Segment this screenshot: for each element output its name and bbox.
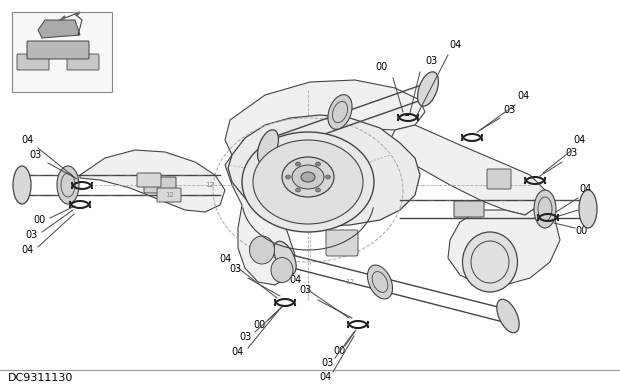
Ellipse shape xyxy=(316,188,321,192)
Text: 04: 04 xyxy=(219,254,231,264)
Ellipse shape xyxy=(271,257,293,283)
FancyBboxPatch shape xyxy=(326,230,358,256)
Text: 12: 12 xyxy=(206,182,215,188)
FancyBboxPatch shape xyxy=(27,41,89,59)
Ellipse shape xyxy=(296,188,301,192)
Text: 03: 03 xyxy=(580,205,592,215)
Ellipse shape xyxy=(497,299,519,333)
Ellipse shape xyxy=(316,162,321,166)
Text: 03: 03 xyxy=(30,150,42,160)
Ellipse shape xyxy=(13,166,31,204)
Text: 04: 04 xyxy=(580,184,592,194)
Ellipse shape xyxy=(282,157,334,197)
Ellipse shape xyxy=(301,172,315,182)
Ellipse shape xyxy=(579,190,597,228)
Polygon shape xyxy=(228,115,420,226)
Text: 00: 00 xyxy=(376,62,388,72)
Polygon shape xyxy=(75,12,80,16)
Text: 03: 03 xyxy=(229,264,241,274)
Ellipse shape xyxy=(292,165,324,189)
FancyBboxPatch shape xyxy=(487,169,511,189)
Ellipse shape xyxy=(417,72,438,106)
FancyBboxPatch shape xyxy=(137,173,161,187)
FancyBboxPatch shape xyxy=(67,54,99,70)
Ellipse shape xyxy=(249,236,275,264)
Text: 04: 04 xyxy=(449,40,461,50)
Text: 00: 00 xyxy=(33,215,45,225)
Polygon shape xyxy=(390,125,545,215)
Text: 00: 00 xyxy=(334,346,346,356)
Text: 00: 00 xyxy=(576,226,588,236)
Ellipse shape xyxy=(242,132,374,232)
Text: 03: 03 xyxy=(322,358,334,368)
Text: 04: 04 xyxy=(517,91,529,101)
FancyBboxPatch shape xyxy=(144,177,176,193)
Ellipse shape xyxy=(253,140,363,224)
Polygon shape xyxy=(225,80,425,168)
Text: 04: 04 xyxy=(290,275,302,285)
Text: 03: 03 xyxy=(299,285,311,295)
Ellipse shape xyxy=(257,130,278,164)
Ellipse shape xyxy=(57,166,79,204)
Text: 03: 03 xyxy=(240,332,252,342)
Text: 04: 04 xyxy=(232,347,244,357)
FancyBboxPatch shape xyxy=(157,188,181,202)
Ellipse shape xyxy=(326,175,330,179)
Text: 03: 03 xyxy=(504,105,516,115)
Text: 04: 04 xyxy=(21,245,33,255)
FancyBboxPatch shape xyxy=(12,12,112,92)
FancyBboxPatch shape xyxy=(454,201,484,217)
Text: 03: 03 xyxy=(566,148,578,158)
Text: 12: 12 xyxy=(166,192,174,198)
Polygon shape xyxy=(38,20,80,38)
Polygon shape xyxy=(448,205,560,285)
Text: 03: 03 xyxy=(426,56,438,66)
Ellipse shape xyxy=(328,95,352,129)
Polygon shape xyxy=(80,150,225,212)
Text: 04: 04 xyxy=(573,135,585,145)
Text: 03: 03 xyxy=(25,230,37,240)
Polygon shape xyxy=(225,155,295,285)
Text: 12: 12 xyxy=(345,279,355,285)
Ellipse shape xyxy=(534,190,556,228)
Ellipse shape xyxy=(296,162,301,166)
Ellipse shape xyxy=(274,241,296,275)
Polygon shape xyxy=(60,16,65,20)
Text: 04: 04 xyxy=(22,135,34,145)
Ellipse shape xyxy=(368,265,392,299)
Text: 04: 04 xyxy=(320,372,332,382)
Text: 00: 00 xyxy=(254,320,266,330)
FancyBboxPatch shape xyxy=(17,54,49,70)
Text: DC9311130: DC9311130 xyxy=(8,373,73,383)
Ellipse shape xyxy=(463,232,518,292)
Ellipse shape xyxy=(285,175,291,179)
